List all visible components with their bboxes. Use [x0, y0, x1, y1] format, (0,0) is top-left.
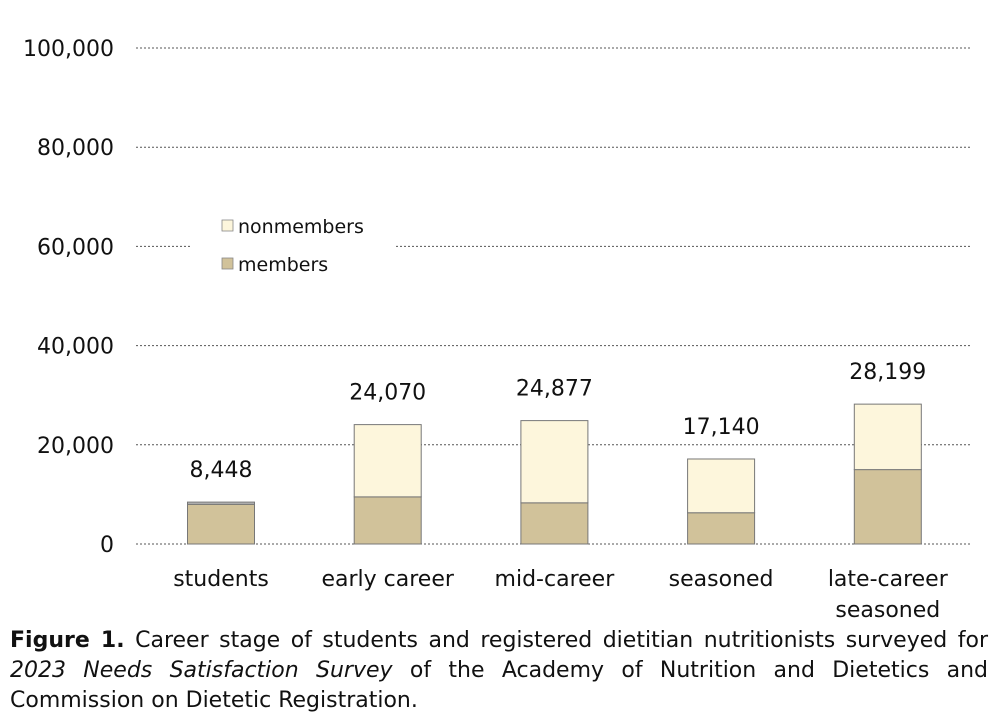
- bar-nonmembers: [687, 458, 756, 514]
- legend-label-members: members: [238, 254, 328, 276]
- bar-total-label: 17,140: [683, 415, 760, 440]
- bar-members: [353, 496, 422, 545]
- bar-total-label: 24,070: [349, 381, 426, 406]
- category-label: seasoned: [669, 567, 774, 592]
- legend: nonmembers members: [221, 216, 364, 276]
- category-label: late-career: [828, 567, 949, 592]
- y-tick-label: 100,000: [23, 37, 114, 62]
- legend-label-nonmembers: nonmembers: [238, 216, 364, 238]
- bar-nonmembers: [353, 424, 422, 498]
- category-label: mid-career: [495, 567, 616, 592]
- bar-nonmembers: [520, 420, 589, 504]
- y-tick-label: 60,000: [37, 235, 114, 260]
- y-tick-label: 0: [100, 533, 114, 558]
- caption-label: Figure 1.: [10, 628, 125, 653]
- category-label: early career: [321, 567, 454, 592]
- y-tick-label: 80,000: [37, 136, 114, 161]
- bar-nonmembers: [187, 501, 255, 505]
- category-labels: students early career mid-career seasoned la…: [173, 567, 949, 623]
- bar-total-label: 24,877: [516, 377, 593, 402]
- figure-caption: Figure 1. Career stage of students and r…: [10, 626, 988, 716]
- caption-text-1: Career stage of students and registered …: [124, 628, 988, 653]
- legend-swatch-members: [221, 257, 234, 270]
- legend-swatch-nonmembers: [221, 219, 234, 232]
- y-axis-ticks: 0 20,000 40,000 60,000 80,000 100,000: [23, 37, 114, 558]
- bar-members: [853, 469, 922, 545]
- category-label: seasoned: [835, 598, 940, 623]
- y-tick-label: 20,000: [37, 434, 114, 459]
- caption-text-2: of the Academy of Nutrition and Dietetic…: [10, 658, 988, 713]
- bar-members: [687, 512, 756, 545]
- caption-survey-title: 2023 Needs Satisfaction Survey: [10, 658, 393, 683]
- bar-members: [187, 503, 255, 545]
- bar-total-labels: 8,448 24,070 24,877 17,140 28,199: [190, 360, 927, 483]
- category-label: students: [173, 567, 269, 592]
- bar-members: [520, 502, 589, 545]
- career-stage-chart: 0 20,000 40,000 60,000 80,000 100,000 8,448 24…: [23, 37, 970, 623]
- y-tick-label: 40,000: [37, 335, 114, 360]
- bars: [187, 403, 922, 545]
- bar-nonmembers: [853, 403, 922, 471]
- bar-total-label: 28,199: [849, 360, 926, 385]
- bar-total-label: 8,448: [190, 458, 253, 483]
